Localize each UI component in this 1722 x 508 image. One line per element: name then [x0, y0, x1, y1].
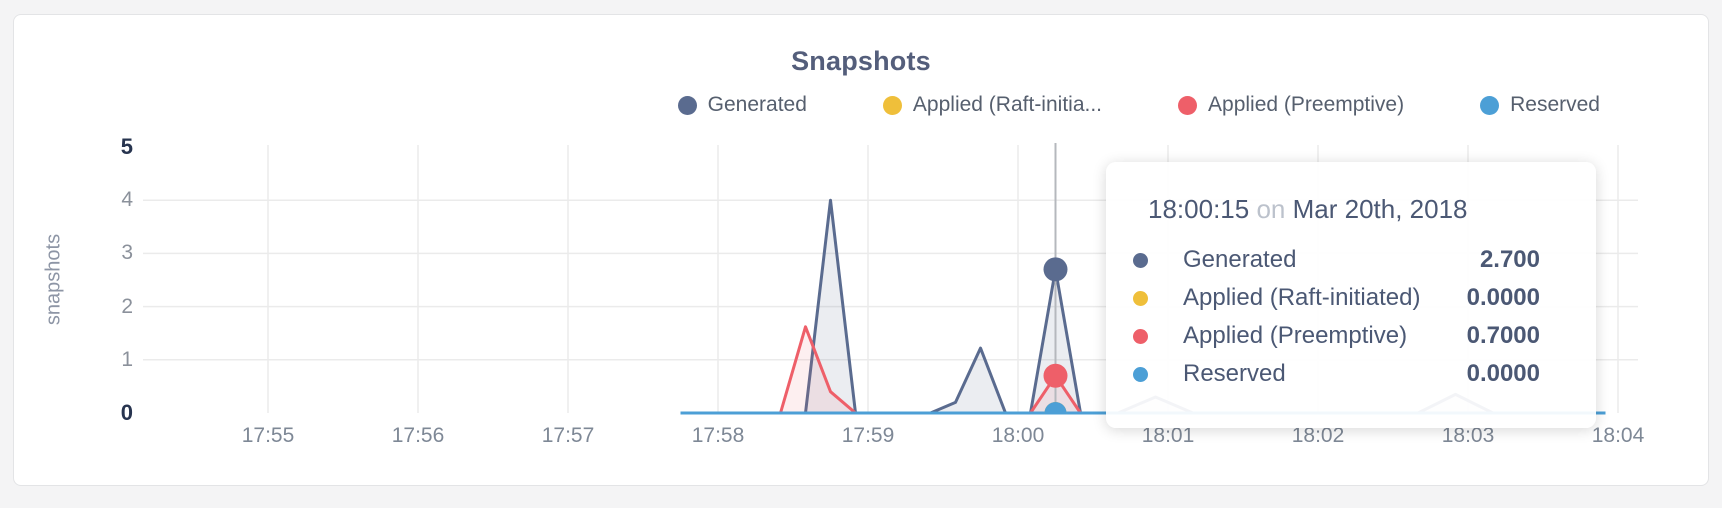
tooltip-title: 18:00:15 on Mar 20th, 2018: [1148, 194, 1540, 225]
hover-marker: [1043, 363, 1068, 388]
x-axis-tick: 18:00: [991, 424, 1045, 447]
tooltip-series-dot-icon: [1133, 328, 1148, 344]
tooltip-series-value: 0.0000: [1466, 284, 1540, 311]
tooltip-series-dot-icon: [1133, 252, 1148, 268]
tooltip-row: Reserved 0.0000: [1133, 355, 1540, 393]
legend-item-label: Reserved: [1510, 93, 1600, 116]
chart-title: Snapshots: [791, 46, 931, 76]
legend-item-label: Applied (Preemptive): [1208, 93, 1405, 116]
x-axis-tick: 18:03: [1441, 424, 1495, 447]
tooltip-row: Applied (Preemptive) 0.7000: [1133, 317, 1540, 355]
tooltip-series-label: Applied (Raft-initiated): [1183, 284, 1421, 311]
tooltip-series-label: Applied (Preemptive): [1183, 322, 1408, 349]
legend-item[interactable]: Generated: [677, 93, 807, 117]
hover-tooltip: 18:00:15 on Mar 20th, 2018 Generated 2.70…: [1106, 162, 1596, 428]
tooltip-series-value: 0.7000: [1466, 322, 1540, 349]
tooltip-series-dot-icon: [1133, 366, 1148, 382]
legend-dot-icon: [882, 95, 902, 115]
hover-marker: [1044, 402, 1067, 415]
tooltip-series-label: Generated: [1183, 246, 1297, 273]
y-axis-tick: 3: [121, 241, 133, 265]
tooltip-row: Generated 2.700: [1133, 241, 1540, 279]
y-axis-tick: 0: [120, 400, 133, 425]
tooltip-time: 18:00:15: [1148, 194, 1250, 224]
tooltip-series-value: 2.700: [1479, 246, 1540, 273]
legend-item[interactable]: Reserved: [1480, 93, 1600, 117]
tooltip-series-value: 0.0000: [1466, 360, 1540, 387]
x-axis-tick: 17:59: [841, 424, 895, 447]
y-axis-tick: 2: [121, 294, 133, 318]
y-axis-tick: 5: [120, 134, 133, 159]
y-axis-tick: 1: [121, 347, 133, 371]
legend-dot-icon: [677, 95, 697, 115]
tooltip-conjunction: on: [1256, 194, 1286, 224]
x-axis-tick: 17:57: [541, 424, 595, 447]
chart-legend: Generated Applied (Raft-initia... Applied …: [677, 93, 1600, 117]
legend-item-label: Applied (Raft-initia...: [912, 93, 1103, 116]
x-axis-tick: 18:01: [1141, 424, 1195, 447]
tooltip-series-dot-icon: [1133, 290, 1148, 306]
x-axis-tick: 17:56: [391, 424, 445, 447]
tooltip-row: Applied (Raft-initiated) 0.0000: [1133, 279, 1540, 317]
hover-marker: [1043, 257, 1068, 282]
legend-dot-icon: [1178, 95, 1198, 115]
legend-item[interactable]: Applied (Preemptive): [1178, 93, 1404, 117]
x-axis-tick: 18:02: [1291, 424, 1345, 447]
tooltip-series-label: Reserved: [1183, 360, 1286, 387]
x-axis-tick: 18:04: [1591, 424, 1645, 447]
tooltip-date: Mar 20th, 2018: [1292, 194, 1468, 224]
legend-dot-icon: [1480, 95, 1500, 115]
y-axis-tick: 4: [121, 188, 133, 212]
legend-item[interactable]: Applied (Raft-initia...: [882, 93, 1103, 117]
legend-item-label: Generated: [707, 93, 807, 116]
x-axis-tick: 17:58: [691, 424, 745, 447]
x-axis-tick: 17:55: [241, 424, 295, 447]
